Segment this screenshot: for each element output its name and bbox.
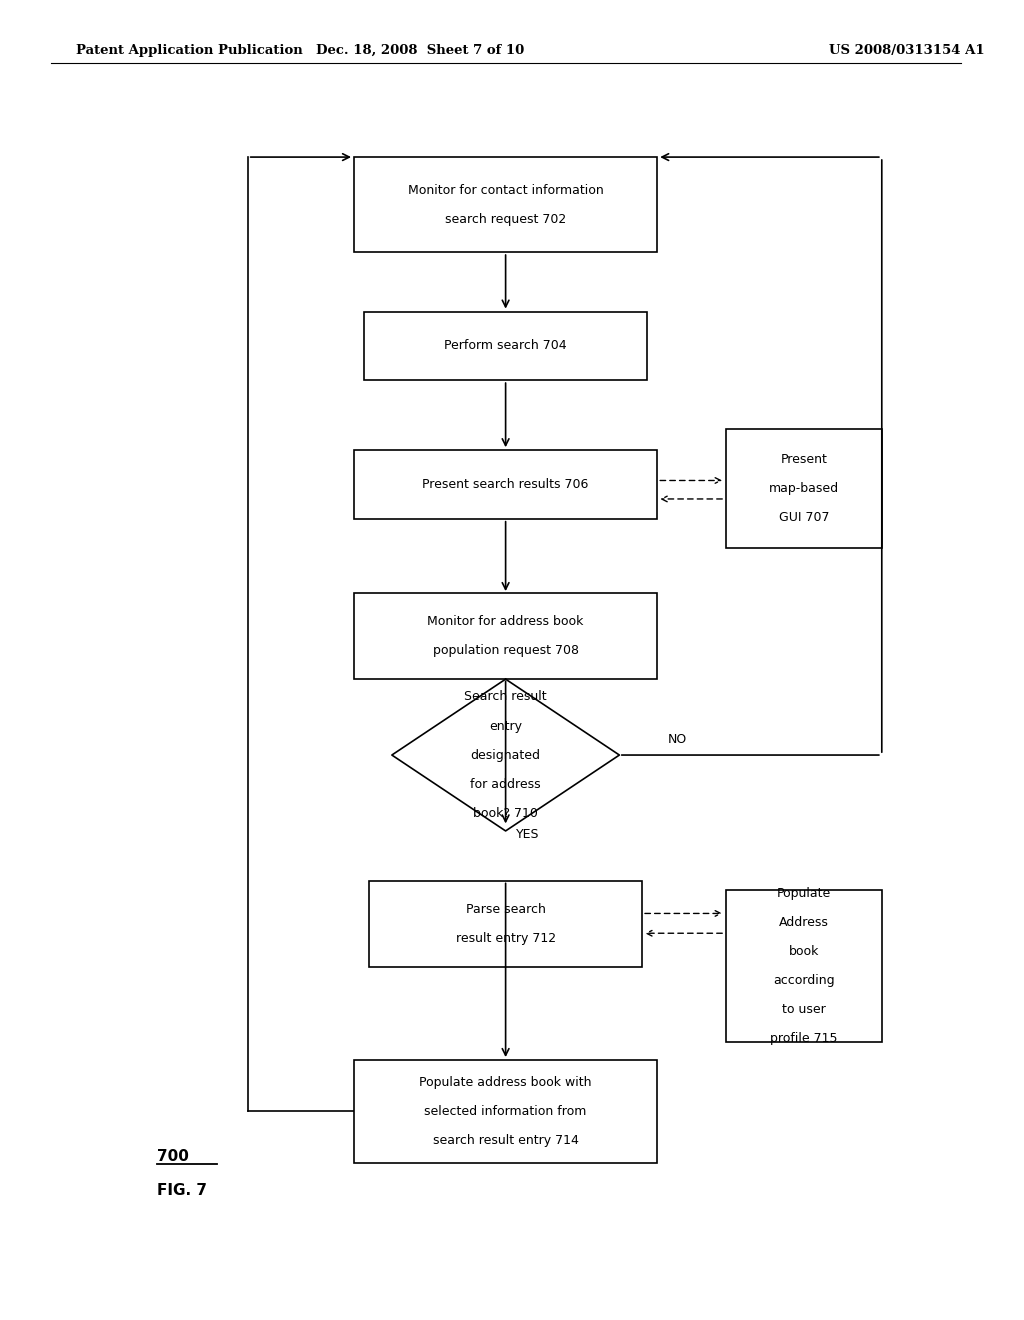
Text: 700: 700 bbox=[157, 1150, 188, 1164]
Text: to user: to user bbox=[782, 1003, 825, 1016]
FancyBboxPatch shape bbox=[365, 312, 647, 380]
FancyBboxPatch shape bbox=[726, 429, 883, 548]
Text: FIG. 7: FIG. 7 bbox=[157, 1183, 207, 1197]
Text: entry: entry bbox=[489, 719, 522, 733]
Text: map-based: map-based bbox=[769, 482, 839, 495]
Text: Present search results 706: Present search results 706 bbox=[423, 478, 589, 491]
Text: Perform search 704: Perform search 704 bbox=[444, 339, 567, 352]
Text: book? 710: book? 710 bbox=[473, 807, 538, 820]
Text: Parse search: Parse search bbox=[466, 903, 546, 916]
Text: US 2008/0313154 A1: US 2008/0313154 A1 bbox=[829, 44, 985, 57]
Text: result entry 712: result entry 712 bbox=[456, 932, 556, 945]
Text: according: according bbox=[773, 974, 835, 987]
Text: YES: YES bbox=[516, 828, 540, 841]
Text: Monitor for contact information: Monitor for contact information bbox=[408, 183, 603, 197]
Text: GUI 707: GUI 707 bbox=[778, 511, 829, 524]
FancyBboxPatch shape bbox=[369, 882, 642, 966]
Text: designated: designated bbox=[471, 748, 541, 762]
FancyBboxPatch shape bbox=[726, 890, 883, 1043]
Text: Populate address book with: Populate address book with bbox=[420, 1076, 592, 1089]
Text: Monitor for address book: Monitor for address book bbox=[427, 615, 584, 628]
Text: Dec. 18, 2008  Sheet 7 of 10: Dec. 18, 2008 Sheet 7 of 10 bbox=[315, 44, 524, 57]
Text: Patent Application Publication: Patent Application Publication bbox=[76, 44, 302, 57]
Text: search result entry 714: search result entry 714 bbox=[433, 1134, 579, 1147]
FancyBboxPatch shape bbox=[354, 594, 657, 678]
Text: search request 702: search request 702 bbox=[445, 213, 566, 226]
Text: population request 708: population request 708 bbox=[432, 644, 579, 657]
Text: Present: Present bbox=[780, 453, 827, 466]
FancyBboxPatch shape bbox=[354, 1060, 657, 1163]
Text: profile 715: profile 715 bbox=[770, 1032, 838, 1045]
Text: book: book bbox=[788, 945, 819, 958]
FancyBboxPatch shape bbox=[354, 157, 657, 252]
Text: Address: Address bbox=[779, 916, 828, 929]
Text: Populate: Populate bbox=[777, 887, 831, 900]
Text: Search result: Search result bbox=[464, 690, 547, 704]
Text: NO: NO bbox=[668, 733, 687, 746]
Text: selected information from: selected information from bbox=[424, 1105, 587, 1118]
Text: for address: for address bbox=[470, 777, 541, 791]
FancyBboxPatch shape bbox=[354, 450, 657, 519]
